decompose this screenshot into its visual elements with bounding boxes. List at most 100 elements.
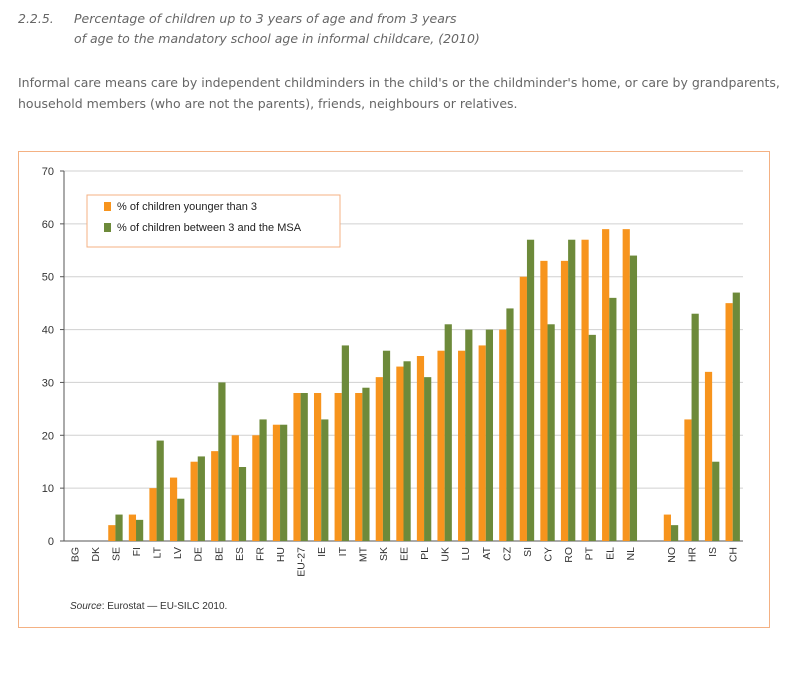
legend-label: % of children between 3 and the MSA: [117, 222, 302, 234]
x-tick-label: HU: [275, 547, 287, 562]
x-tick-label: SK: [378, 547, 390, 561]
chart-frame: [18, 151, 770, 628]
y-tick-label: 30: [42, 377, 54, 389]
bar-age3-msa: [485, 329, 494, 541]
bar-under3: [396, 366, 404, 541]
x-tick-label: SE: [110, 547, 122, 561]
x-tick-label: SI: [522, 547, 534, 557]
bar-age3-msa: [362, 387, 370, 541]
x-tick-label: LV: [172, 547, 184, 559]
bar-age3-msa: [177, 498, 185, 541]
y-tick-label: 20: [42, 430, 54, 442]
bar-age3-msa: [382, 350, 391, 541]
bar-under3: [190, 461, 198, 541]
x-tick-label: IE: [316, 547, 328, 557]
legend-swatch: [104, 202, 111, 211]
legend-label: % of children younger than 3: [117, 201, 257, 213]
y-tick-label: 10: [42, 483, 54, 495]
bar-age3-msa: [238, 467, 247, 541]
x-tick-label: AT: [481, 546, 493, 559]
y-tick-label: 40: [42, 325, 54, 337]
x-tick-label: LU: [460, 547, 472, 560]
bar-age3-msa: [424, 377, 432, 541]
y-tick-label: 70: [42, 166, 54, 178]
x-tick-label: UK: [440, 547, 452, 562]
source-note: Source: Eurostat — EU-SILC 2010.: [70, 601, 227, 612]
bar-under3: [293, 393, 301, 541]
figure-number: 2.2.5.: [18, 11, 54, 26]
bar-age3-msa: [670, 525, 679, 541]
bar-under3: [478, 345, 486, 541]
figure-title-line1: Percentage of children up to 3 years of …: [74, 11, 457, 26]
y-tick-label: 50: [42, 272, 54, 284]
x-tick-label: ES: [234, 547, 246, 561]
bar-under3: [519, 276, 527, 541]
x-tick-label: PT: [584, 546, 596, 560]
bar-under3: [375, 377, 383, 541]
bar-age3-msa: [321, 419, 329, 541]
bar-under3: [169, 477, 178, 541]
source-text: : Eurostat — EU-SILC 2010.: [101, 601, 228, 612]
bar-age3-msa: [506, 308, 514, 541]
source-label: Source: [70, 601, 102, 612]
bar-under3: [437, 350, 445, 541]
bar-age3-msa: [629, 255, 638, 542]
bar-under3: [684, 419, 692, 541]
bar-age3-msa: [444, 324, 452, 541]
bar-age3-msa: [526, 239, 535, 541]
x-tick-label: MT: [357, 546, 369, 562]
bar-under3: [313, 393, 322, 541]
bar-age3-msa: [341, 345, 349, 541]
bar-age3-msa: [609, 297, 617, 541]
bar-under3: [581, 239, 589, 541]
bar-under3: [458, 350, 466, 541]
x-tick-label: FI: [131, 547, 143, 556]
bar-age3-msa: [218, 382, 226, 541]
x-tick-label: IS: [707, 547, 719, 557]
bar-age3-msa: [136, 519, 144, 541]
bar-age3-msa: [588, 334, 596, 541]
bar-under3: [416, 356, 425, 541]
bar-age3-msa: [547, 324, 555, 541]
bar-age3-msa: [732, 292, 740, 541]
bar-under3: [540, 260, 548, 541]
bar-age3-msa: [712, 461, 720, 541]
bar-under3: [149, 488, 157, 541]
x-tick-label: CY: [543, 547, 555, 562]
bar-under3: [704, 371, 713, 541]
x-tick-label: LT: [152, 546, 164, 558]
bar-age3-msa: [280, 424, 288, 541]
x-tick-label: DK: [90, 547, 102, 562]
x-tick-label: FR: [254, 547, 266, 561]
bar-under3: [128, 514, 137, 541]
x-tick-label: HR: [687, 547, 699, 563]
bar-under3: [231, 435, 239, 541]
bar-under3: [622, 229, 630, 541]
bar-under3: [725, 303, 733, 541]
x-tick-label: EL: [604, 547, 616, 560]
x-tick-label: NO: [666, 547, 678, 563]
bar-under3: [211, 451, 219, 541]
bar-age3-msa: [259, 419, 267, 541]
bar-age3-msa: [115, 514, 123, 541]
x-tick-label: EE: [399, 547, 411, 561]
x-tick-label: EU-27: [296, 547, 308, 577]
bar-age3-msa: [300, 393, 308, 541]
legend-box: [86, 194, 341, 248]
x-tick-label: IT: [337, 546, 349, 556]
x-tick-label: NL: [625, 547, 637, 561]
bar-age3-msa: [403, 361, 411, 541]
legend-swatch: [104, 223, 111, 232]
bar-age3-msa: [691, 313, 699, 541]
bar-under3: [560, 260, 569, 541]
bar-under3: [272, 424, 281, 541]
x-tick-label: CZ: [501, 546, 513, 561]
x-tick-label: DE: [193, 547, 205, 562]
bar-under3: [663, 514, 671, 541]
y-tick-label: 60: [42, 219, 54, 231]
bar-under3: [602, 229, 610, 541]
x-tick-label: BE: [213, 547, 225, 561]
bar-under3: [334, 393, 342, 541]
bar-age3-msa: [197, 456, 205, 541]
